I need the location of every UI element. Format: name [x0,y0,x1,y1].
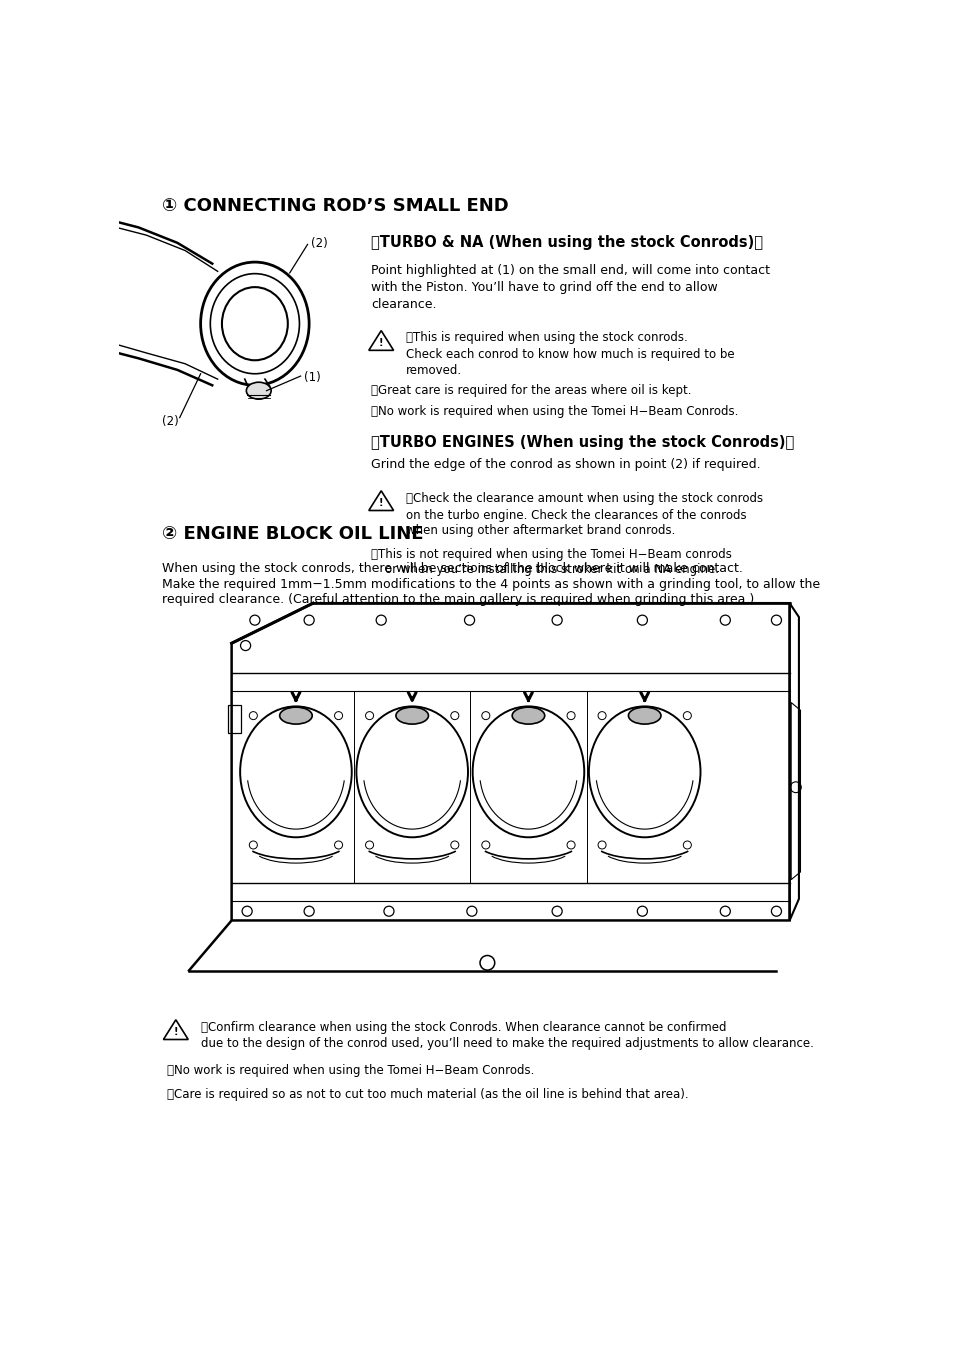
Text: Point highlighted at (1) on the small end, will come into contact: Point highlighted at (1) on the small en… [371,263,769,277]
Ellipse shape [395,707,428,724]
Text: ② ENGINE BLOCK OIL LINE: ② ENGINE BLOCK OIL LINE [162,525,423,544]
Ellipse shape [246,382,271,400]
Text: clearance.: clearance. [371,297,436,310]
Text: Grind the edge of the conrod as shown in point (2) if required.: Grind the edge of the conrod as shown in… [371,458,760,471]
Text: (2): (2) [311,238,327,251]
Ellipse shape [628,707,660,724]
Text: with the Piston. You’ll have to grind off the end to allow: with the Piston. You’ll have to grind of… [371,281,717,293]
Text: ① CONNECTING ROD’S SMALL END: ① CONNECTING ROD’S SMALL END [162,197,508,215]
Text: ・No work is required when using the Tomei H−Beam Conrods.: ・No work is required when using the Tome… [167,1064,534,1077]
Text: on the turbo engine. Check the clearances of the conrods: on the turbo engine. Check the clearance… [406,509,746,521]
Text: (1): (1) [303,371,320,385]
Text: (2): (2) [162,414,178,428]
Text: !: ! [378,498,383,508]
Text: when using other aftermarket brand conrods.: when using other aftermarket brand conro… [406,524,675,537]
Text: ・Great care is required for the areas where oil is kept.: ・Great care is required for the areas wh… [371,383,691,397]
Text: !: ! [173,1027,178,1037]
Text: ・No work is required when using the Tomei H−Beam Conrods.: ・No work is required when using the Tome… [371,405,738,418]
Text: ・This is required when using the stock conrods.: ・This is required when using the stock c… [406,331,687,344]
Text: ・This is not required when using the Tomei H−Beam conrods: ・This is not required when using the Tom… [371,548,731,560]
Text: due to the design of the conrod used, you’ll need to make the required adjustmen: due to the design of the conrod used, yo… [200,1037,813,1050]
Text: or when you’re installing this stroker kit on a NA engine.: or when you’re installing this stroker k… [385,563,719,576]
Ellipse shape [222,288,288,360]
Text: required clearance. (Careful attention to the main gallery is required when grin: required clearance. (Careful attention t… [162,593,753,606]
Ellipse shape [512,707,544,724]
Text: removed.: removed. [406,363,461,377]
Text: 《TURBO ENGINES (When using the stock Conrods)》: 《TURBO ENGINES (When using the stock Con… [371,435,794,450]
Text: ・Care is required so as not to cut too much material (as the oil line is behind : ・Care is required so as not to cut too m… [167,1088,687,1100]
Text: 《TURBO & NA (When using the stock Conrods)》: 《TURBO & NA (When using the stock Conrod… [371,235,762,250]
Text: ・Check the clearance amount when using the stock conrods: ・Check the clearance amount when using t… [406,491,762,505]
Ellipse shape [279,707,312,724]
Text: Check each conrod to know how much is required to be: Check each conrod to know how much is re… [406,348,734,362]
Text: Make the required 1mm−1.5mm modifications to the 4 points as shown with a grindi: Make the required 1mm−1.5mm modification… [162,578,820,591]
Text: !: ! [378,338,383,348]
Text: ・Confirm clearance when using the stock Conrods. When clearance cannot be confir: ・Confirm clearance when using the stock … [200,1022,725,1034]
Text: When using the stock conrods, there will be sections of the block where it will : When using the stock conrods, there will… [162,563,742,575]
